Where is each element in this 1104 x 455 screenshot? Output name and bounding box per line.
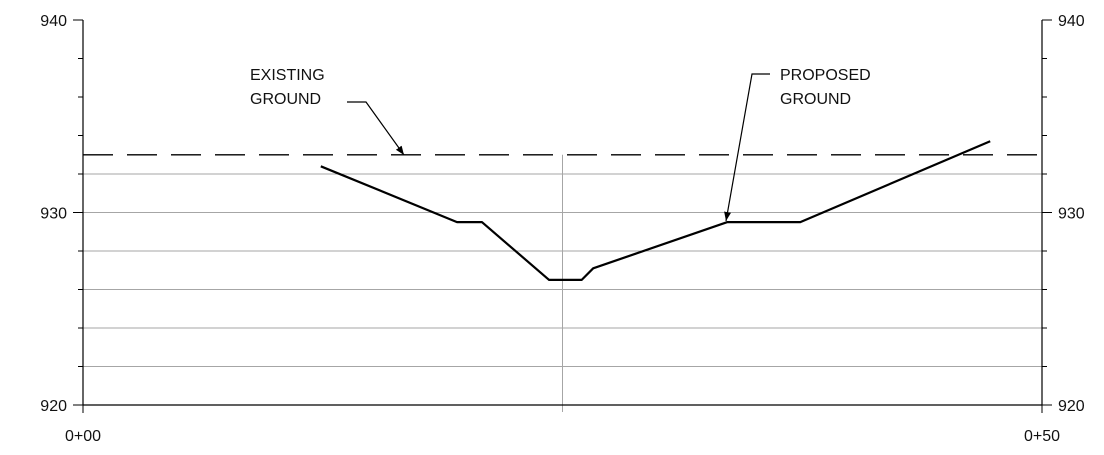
leader-arrow-proposed [724,73,770,222]
leader-arrow-existing [347,101,405,156]
series-line-proposed-ground [320,140,991,281]
y-tick-label-right: 930 [1058,206,1085,223]
labels: 920 920 930 930 940 940 0+00 0+50 EXISTING GROUND… [40,13,1085,445]
grid [83,154,1042,412]
axes [73,19,1052,413]
y-tick-label-left: 920 [40,398,67,415]
y-tick-label-left: 940 [40,13,67,30]
annotation-existing-ground-label: EXISTING [250,67,325,84]
annotation-proposed-ground-label: GROUND [780,91,851,108]
x-tick-label: 0+50 [1024,428,1060,445]
annotation-existing-ground-label: GROUND [250,91,321,108]
y-tick-label-left: 930 [40,206,67,223]
y-tick-label-right: 940 [1058,13,1085,30]
annotation-proposed-ground-label: PROPOSED [780,67,871,84]
y-tick-label-right: 920 [1058,398,1085,415]
series [83,140,1042,281]
x-tick-label: 0+00 [65,428,101,445]
